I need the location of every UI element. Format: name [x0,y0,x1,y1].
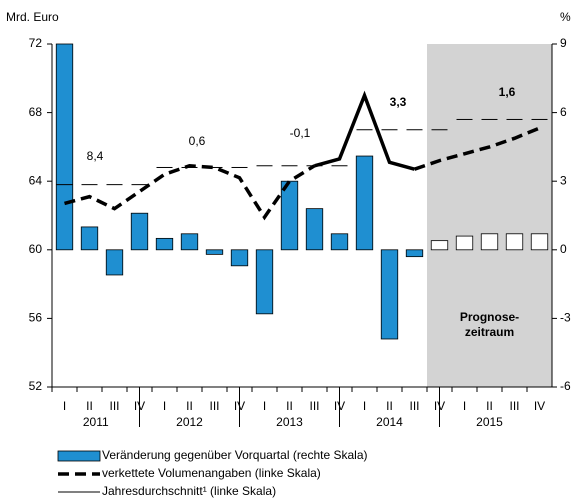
bar [405,249,424,258]
annotation: 1,6 [499,85,516,99]
y2-axis-label: % [560,10,571,24]
bar [330,233,349,251]
line-dashed [413,126,541,171]
bar [255,249,274,315]
y2-tick-label: 9 [560,36,567,50]
year-label: 2015 [476,415,503,429]
y-axis-label: Mrd. Euro [6,10,59,24]
bar [380,249,399,340]
bar [430,240,449,251]
forecast-label: zeitraum [465,325,514,339]
bar [80,226,99,251]
bar [305,208,324,251]
annotation: -0,1 [290,126,311,140]
y2-tick-label: -6 [560,379,571,393]
bar [155,237,174,251]
bar [205,249,224,255]
y-tick-label: 68 [29,105,43,119]
annotation: 8,4 [87,149,104,163]
year-label: 2014 [376,415,403,429]
bar [180,233,199,251]
year-label: 2012 [176,415,203,429]
y-tick-label: 64 [29,173,43,187]
bar [130,212,149,251]
x-tick-label: III [109,399,119,413]
legend-label: Jahresdurchschnitt¹ (linke Skala) [102,484,276,498]
line-dashed [64,163,316,221]
bar [280,180,299,251]
forecast-region [427,44,552,387]
x-tick-label: I [63,399,66,413]
x-tick-label: III [209,399,219,413]
forecast-label: Prognose- [460,310,519,324]
bar [505,233,524,251]
y2-tick-label: 3 [560,173,567,187]
bar [355,155,374,251]
bar [230,249,249,267]
bar [530,233,549,251]
annotation: 3,3 [390,95,407,109]
x-tick-label: IV [534,399,545,413]
x-tick-label: III [509,399,519,413]
x-tick-label: II [386,399,393,413]
bar [480,233,499,251]
x-tick-label: I [363,399,366,413]
y-tick-label: 60 [29,242,43,256]
bar [55,43,74,251]
x-tick-label: I [263,399,266,413]
legend-label: verkettete Volumenangaben (linke Skala) [102,466,321,480]
legend-swatch [57,450,101,462]
x-tick-label: III [409,399,419,413]
x-tick-label: II [486,399,493,413]
y-tick-label: 52 [29,379,43,393]
x-tick-label: I [163,399,166,413]
x-tick-label: II [286,399,293,413]
line-solid [314,90,415,171]
x-tick-label: III [309,399,319,413]
bar [105,249,124,276]
y2-tick-label: 6 [560,105,567,119]
y2-tick-label: 0 [560,242,567,256]
x-tick-label: I [463,399,466,413]
y-tick-label: 56 [29,311,43,325]
x-tick-label: II [86,399,93,413]
year-label: 2011 [83,415,109,429]
legend-label: Veränderung gegenüber Vorquartal (rechte… [102,448,368,462]
bar [455,235,474,251]
year-label: 2013 [276,415,303,429]
y2-tick-label: -3 [560,311,571,325]
y-tick-label: 72 [29,36,43,50]
x-tick-label: II [186,399,193,413]
annotation: 0,6 [189,134,206,148]
